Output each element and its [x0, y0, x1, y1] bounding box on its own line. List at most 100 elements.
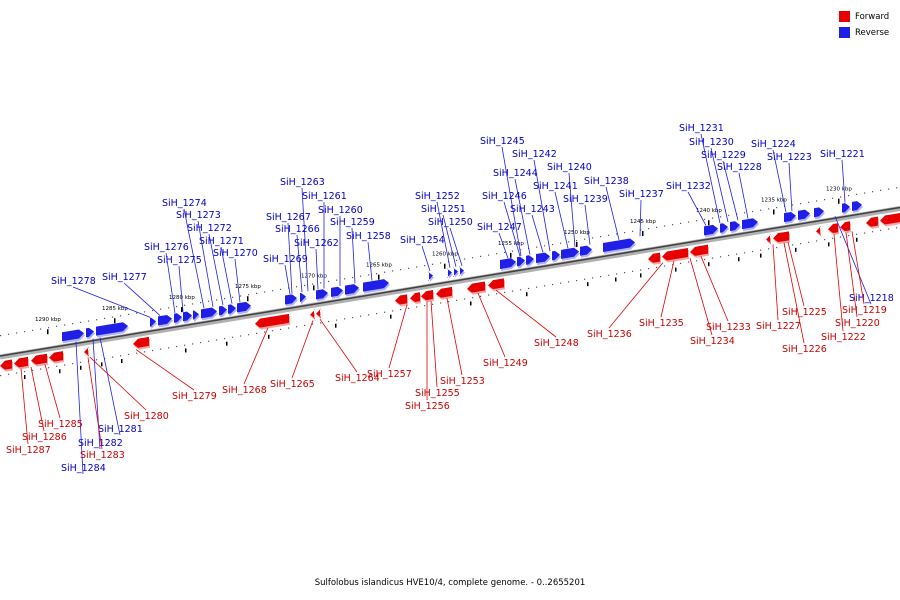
leader-line [315, 248, 319, 290]
reverse-gene-arrow [459, 266, 464, 276]
leader-line [710, 147, 729, 222]
reverse-gene-arrow [500, 258, 516, 269]
leader-line [291, 320, 314, 379]
reverse-gene-arrow [316, 289, 328, 300]
gene-label: SiH_1227 [756, 321, 801, 332]
leader-line [20, 368, 29, 445]
legend-reverse: Reverse [839, 25, 899, 40]
reverse-gene-arrow [603, 238, 635, 253]
leader-line [234, 258, 241, 303]
forward-gene-arrow [816, 226, 821, 236]
genome-caption: Sulfolobus islandicus HVE10/4, complete … [314, 578, 586, 588]
reverse-gene-arrow [96, 322, 128, 336]
gene-label: SiH_1252 [415, 191, 460, 202]
reverse-gene-arrow [331, 286, 343, 297]
gene-label: SiH_1261 [302, 191, 347, 202]
forward-gene-arrow [766, 234, 771, 244]
leader-line [584, 204, 591, 245]
gene-label: SiH_1275 [157, 255, 202, 266]
gene-label: SiH_1281 [98, 424, 143, 435]
legend-reverse-label: Reverse [855, 27, 890, 38]
gene-label: SiH_1282 [78, 438, 123, 449]
forward-gene-arrow [133, 336, 149, 348]
leader-line [738, 172, 749, 219]
reverse-gene-arrow [174, 313, 182, 323]
gene-label: SiH_1280 [124, 411, 169, 422]
gene-label: SiH_1257 [367, 369, 412, 380]
reverse-gene-arrow [345, 284, 359, 295]
gene-label: SiH_1274 [162, 198, 207, 209]
gene-label: SiH_1278 [51, 276, 96, 287]
leader-line [388, 304, 408, 369]
forward-gene-arrow [421, 290, 433, 301]
forward-gene-arrow [436, 286, 452, 298]
leader-line [296, 234, 303, 293]
forward-gene-arrow [828, 223, 838, 234]
forward-tick [390, 314, 392, 319]
reverse-gene-arrow [842, 203, 850, 213]
gene-label: SiH_1264 [335, 373, 380, 384]
gene-label: SiH_1249 [483, 358, 528, 369]
forward-gene-arrow [880, 213, 900, 225]
forward-tick [760, 253, 762, 258]
reverse-gene-arrow [814, 207, 824, 218]
gene-label: SiH_1233 [706, 322, 751, 333]
gene-label: SiH_1263 [280, 177, 325, 188]
leader-line [687, 191, 707, 226]
leader-line [92, 338, 101, 450]
gene-label: SiH_1248 [534, 338, 579, 349]
legend-forward: Forward [839, 9, 899, 24]
reverse-gene-arrow [363, 279, 389, 292]
leader-line [30, 366, 45, 432]
forward-tick [268, 334, 270, 339]
reverse-gene-arrow [704, 224, 718, 236]
forward-gene-arrow [49, 351, 63, 362]
reverse-gene-arrow [453, 267, 458, 277]
leader-line [197, 220, 214, 307]
leader-line [608, 262, 664, 329]
forward-gene-arrow [648, 252, 660, 263]
reverse-gene-arrow [720, 223, 728, 233]
gene-label: SiH_1273 [176, 210, 221, 221]
forward-tick [615, 277, 617, 282]
forward-gene-arrow [31, 353, 47, 365]
reverse-gene-arrow [86, 327, 94, 338]
reverse-gene-arrow [742, 218, 758, 230]
reverse-gene-arrow [193, 310, 199, 320]
gene-label: SiH_1234 [690, 336, 735, 347]
leader-line [89, 356, 147, 411]
gene-label: SiH_1241 [533, 181, 578, 192]
gene-label: SiH_1262 [294, 238, 339, 249]
gene-label: SiH_1240 [547, 162, 592, 173]
gene-label: SiH_1277 [102, 272, 147, 283]
gene-label: SiH_1267 [266, 212, 311, 223]
leader-line [284, 264, 291, 295]
forward-gene-arrow [14, 356, 28, 368]
leader-line [568, 172, 576, 248]
kbp-label: 1280 kbp [169, 295, 195, 301]
leader-line [514, 178, 531, 255]
gene-label: SiH_1230 [689, 137, 734, 148]
reverse-gene-arrow [158, 314, 172, 326]
reverse-gene-arrow [798, 209, 810, 220]
kbp-tick [313, 285, 315, 291]
leader-line [183, 208, 205, 309]
leader-line [845, 232, 858, 318]
forward-tick [738, 257, 740, 262]
kbp-tick [773, 209, 775, 215]
leader-line [477, 292, 506, 358]
leader-line [722, 160, 739, 221]
forward-gene-arrow [690, 244, 708, 256]
leader-line [430, 300, 438, 388]
leader-line [87, 357, 103, 450]
gene-label: SiH_1246 [482, 191, 527, 202]
gene-label: SiH_1220 [835, 318, 880, 329]
leader-line [700, 133, 721, 224]
legend: Forward Reverse [839, 9, 899, 41]
leader-line [503, 201, 521, 257]
reverse-gene-arrow [62, 329, 84, 342]
forward-tick [828, 242, 830, 247]
gene-label: SiH_1271 [199, 236, 244, 247]
leader-line [689, 258, 713, 336]
